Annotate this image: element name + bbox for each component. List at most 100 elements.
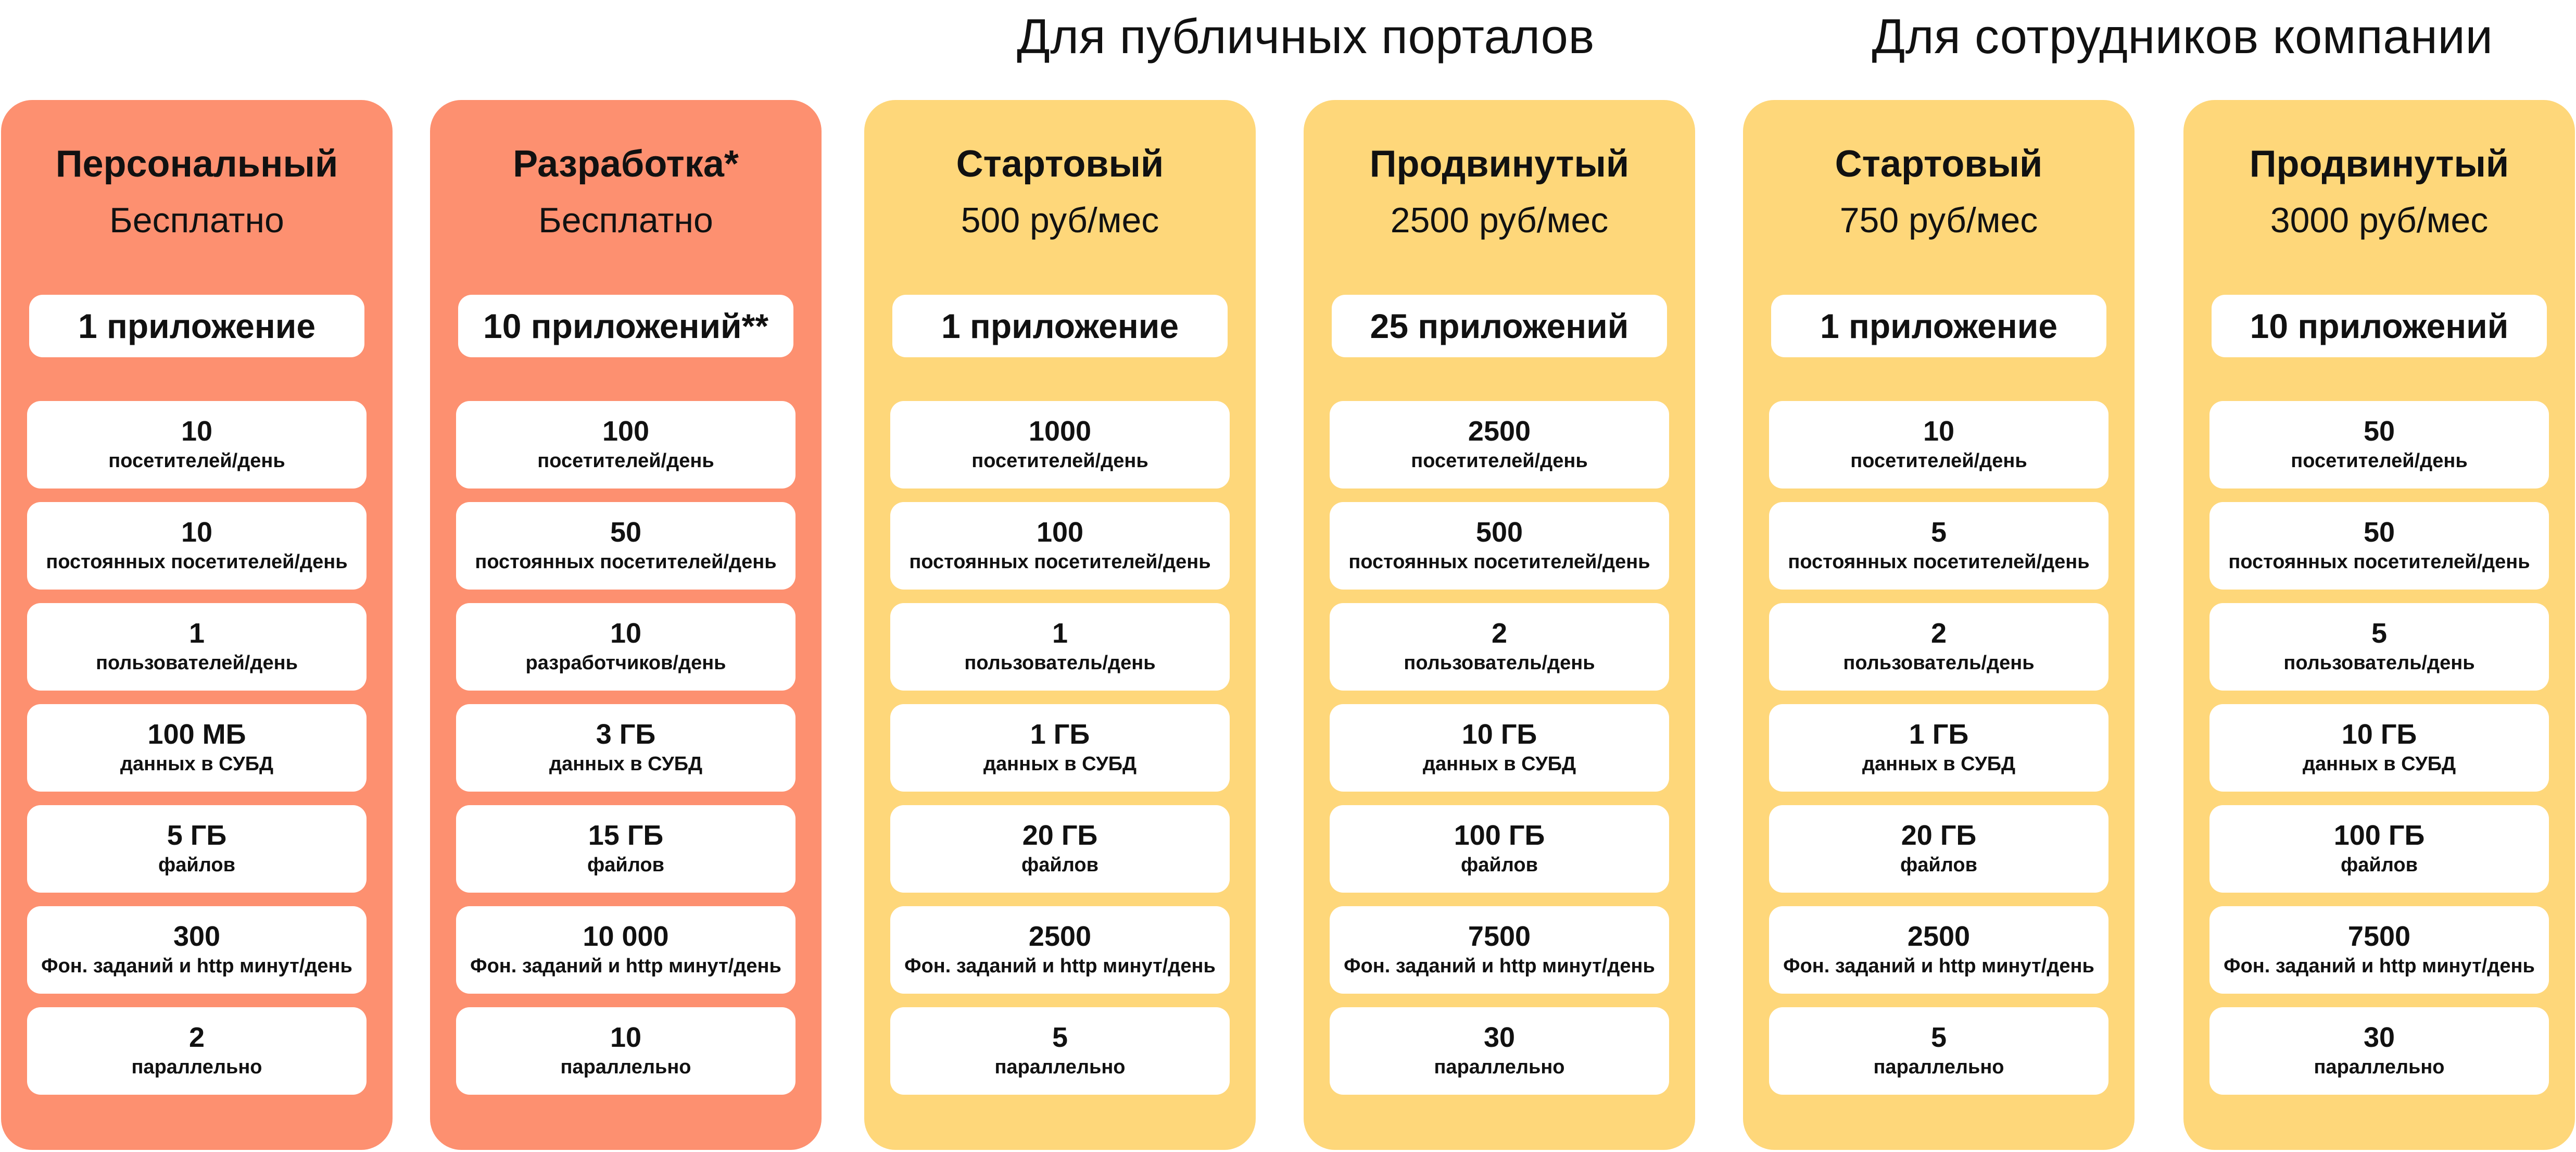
feature-label: посетителей/день (1850, 449, 2027, 472)
feature-parallel: 5 параллельно (1769, 1007, 2108, 1095)
feature-value: 7500 (1468, 920, 1531, 952)
feature-label: файлов (1461, 854, 1538, 876)
feature-value: 50 (610, 516, 642, 548)
apps-count-badge: 1 приложение (1771, 295, 2106, 357)
feature-value: 300 (173, 920, 221, 952)
feature-label: Фон. заданий и http минут/день (2224, 955, 2535, 977)
plan-card-development: Разработка* Бесплатно 10 приложений** 10… (430, 100, 822, 1150)
feature-regular-visitors: 500 постоянных посетителей/день (1330, 502, 1669, 590)
feature-value: 10 (610, 1021, 642, 1053)
feature-visitors: 100 посетителей/день (456, 401, 795, 489)
feature-db-storage: 100 МБ данных в СУБД (27, 704, 367, 792)
plan-card-public-advanced: Продвинутый 2500 руб/мес 25 приложений 2… (1304, 100, 1695, 1150)
feature-label: данных в СУБД (1422, 753, 1576, 775)
feature-regular-visitors: 10 постоянных посетителей/день (27, 502, 367, 590)
feature-visitors: 2500 посетителей/день (1330, 401, 1669, 489)
feature-visitors: 50 посетителей/день (2209, 401, 2549, 489)
feature-users: 5 пользователь/день (2209, 603, 2549, 691)
feature-label: файлов (2341, 854, 2418, 876)
feature-visitors: 10 посетителей/день (27, 401, 367, 489)
feature-value: 50 (2363, 415, 2395, 447)
feature-developers: 10 разработчиков/день (456, 603, 795, 691)
apps-count-badge: 1 приложение (29, 295, 364, 357)
group-heading-public-portals: Для публичных порталов (1017, 9, 1595, 64)
feature-label: параллельно (994, 1056, 1126, 1078)
plan-card-employees-advanced: Продвинутый 3000 руб/мес 10 приложений 5… (2183, 100, 2575, 1150)
feature-value: 1000 (1028, 415, 1092, 447)
feature-value: 2500 (1468, 415, 1531, 447)
feature-value: 1 ГБ (1909, 718, 1969, 750)
feature-label: файлов (587, 854, 664, 876)
feature-value: 5 (1930, 516, 1947, 548)
feature-value: 1 (1052, 617, 1068, 649)
feature-value: 30 (1483, 1021, 1516, 1053)
feature-label: Фон. заданий и http минут/день (41, 955, 352, 977)
feature-parallel: 30 параллельно (1330, 1007, 1669, 1095)
plan-price: 2500 руб/мес (1390, 201, 1609, 240)
feature-value: 10 000 (583, 920, 669, 952)
plan-name: Персональный (55, 143, 338, 185)
feature-db-storage: 10 ГБ данных в СУБД (2209, 704, 2549, 792)
feature-label: разработчиков/день (525, 652, 726, 674)
plan-price: 750 руб/мес (1839, 201, 2038, 240)
feature-file-storage: 5 ГБ файлов (27, 805, 367, 893)
apps-count-badge: 1 приложение (892, 295, 1228, 357)
feature-label: данных в СУБД (549, 753, 703, 775)
plan-name: Разработка* (513, 143, 739, 185)
feature-file-storage: 20 ГБ файлов (890, 805, 1230, 893)
feature-regular-visitors: 5 постоянных посетителей/день (1769, 502, 2108, 590)
feature-file-storage: 100 ГБ файлов (2209, 805, 2549, 893)
plan-card-employees-starter: Стартовый 750 руб/мес 1 приложение 10 пос… (1743, 100, 2135, 1150)
feature-file-storage: 20 ГБ файлов (1769, 805, 2108, 893)
feature-regular-visitors: 100 постоянных посетителей/день (890, 502, 1230, 590)
feature-value: 20 ГБ (1901, 819, 1977, 851)
feature-label: параллельно (560, 1056, 691, 1078)
feature-file-storage: 100 ГБ файлов (1330, 805, 1669, 893)
feature-db-storage: 10 ГБ данных в СУБД (1330, 704, 1669, 792)
feature-db-storage: 1 ГБ данных в СУБД (1769, 704, 2108, 792)
feature-parallel: 10 параллельно (456, 1007, 795, 1095)
feature-value: 20 ГБ (1022, 819, 1098, 851)
feature-value: 30 (2363, 1021, 2395, 1053)
feature-parallel: 2 параллельно (27, 1007, 367, 1095)
feature-label: постоянных посетителей/день (1348, 550, 1650, 573)
feature-value: 2 (1930, 617, 1947, 649)
feature-label: файлов (158, 854, 235, 876)
feature-label: пользователь/день (964, 652, 1156, 674)
plan-card-public-starter: Стартовый 500 руб/мес 1 приложение 1000 п… (864, 100, 1256, 1150)
feature-list: 50 посетителей/день 50 постоянных посетите… (2209, 401, 2549, 1108)
feature-value: 2500 (1907, 920, 1971, 952)
apps-count-badge: 10 приложений (2212, 295, 2547, 357)
feature-value: 5 (1052, 1021, 1068, 1053)
feature-users: 2 пользователь/день (1769, 603, 2108, 691)
feature-value: 10 (610, 617, 642, 649)
feature-label: файлов (1900, 854, 1977, 876)
feature-list: 100 посетителей/день 50 постоянных посетит… (456, 401, 795, 1108)
feature-label: посетителей/день (537, 449, 714, 472)
feature-value: 3 ГБ (596, 718, 656, 750)
feature-list: 1000 посетителей/день 100 постоянных посет… (890, 401, 1230, 1108)
feature-value: 1 ГБ (1030, 718, 1090, 750)
plan-price: Бесплатно (538, 201, 713, 240)
feature-value: 5 ГБ (167, 819, 227, 851)
feature-visitors: 1000 посетителей/день (890, 401, 1230, 489)
feature-users: 1 пользователь/день (890, 603, 1230, 691)
feature-value: 7500 (2347, 920, 2411, 952)
feature-parallel: 5 параллельно (890, 1007, 1230, 1095)
feature-file-storage: 15 ГБ файлов (456, 805, 795, 893)
feature-label: постоянных посетителей/день (46, 550, 348, 573)
feature-label: постоянных посетителей/день (1788, 550, 2090, 573)
feature-label: Фон. заданий и http минут/день (904, 955, 1216, 977)
feature-users: 1 пользователей/день (27, 603, 367, 691)
plan-name: Продвинутый (2249, 143, 2509, 185)
feature-value: 100 (1036, 516, 1084, 548)
feature-value: 10 (1923, 415, 1955, 447)
feature-label: Фон. заданий и http минут/день (470, 955, 781, 977)
feature-label: данных в СУБД (983, 753, 1137, 775)
feature-list: 10 посетителей/день 5 постоянных посетител… (1769, 401, 2108, 1108)
feature-value: 5 (1930, 1021, 1947, 1053)
feature-value: 500 (1475, 516, 1523, 548)
feature-label: параллельно (1873, 1056, 2004, 1078)
feature-label: данных в СУБД (2302, 753, 2456, 775)
feature-visitors: 10 посетителей/день (1769, 401, 2108, 489)
